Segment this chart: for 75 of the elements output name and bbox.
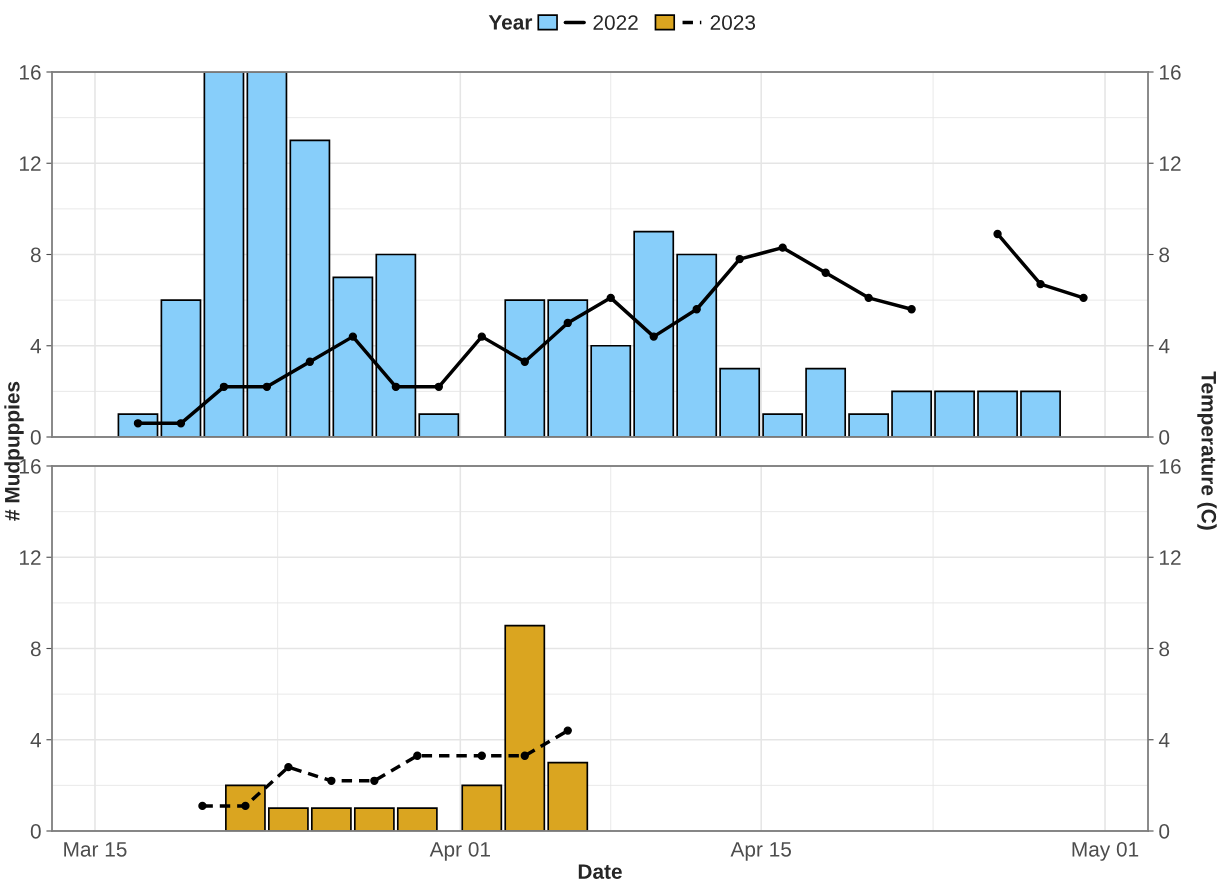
bar [891,390,932,437]
bar [848,413,890,437]
bar [934,390,975,437]
point [864,293,873,303]
bar [805,367,847,437]
x-tick-label: May 01 [1072,841,1139,861]
legend-label: 2022 [593,15,638,30]
bar [396,807,438,831]
point [219,382,229,391]
bar [268,807,309,831]
y2-tick-label: 16 [1160,65,1181,80]
point [262,382,272,391]
point [413,751,422,760]
point [477,332,486,341]
bar [547,761,589,831]
point [1036,279,1045,289]
y2-tick-label: 12 [1160,550,1181,565]
y2-axis-title: Temperature (C) [1197,371,1217,530]
y2-tick-label: 12 [1160,156,1181,171]
point [649,332,658,341]
bar [1020,390,1061,437]
point [1079,293,1088,303]
x-tick-label: Apr 01 [429,841,490,861]
y2-tick-label: 4 [1158,732,1170,748]
point [907,305,916,314]
point [735,254,744,264]
point [993,229,1002,239]
bar [762,413,804,437]
x-tick-label: Mar 15 [64,842,127,857]
point [305,357,315,366]
bar [977,390,1018,437]
point [370,776,379,785]
point [563,318,572,328]
y-tick-label: 8 [30,641,41,657]
point [520,751,529,760]
point [241,801,250,811]
x-axis-title: Date [578,864,622,879]
legend-title: Year [488,15,533,30]
y2-tick-label: 16 [1160,459,1181,474]
bar [310,807,352,831]
bar [418,413,460,437]
point [284,762,293,772]
point [606,293,615,303]
y2-tick-label: 4 [1158,338,1170,354]
y-tick-label: 0 [30,430,41,445]
y-tick-label: 16 [20,65,41,80]
point [327,776,336,785]
point [434,382,443,391]
y-tick-label: 12 [20,156,41,171]
point [821,268,830,277]
bar [719,367,761,437]
point [692,305,701,314]
point [391,382,401,391]
point [563,726,572,735]
point [477,751,486,760]
point [348,332,358,341]
point [133,419,143,428]
y2-tick-label: 8 [1159,247,1170,263]
y2-tick-label: 0 [1159,430,1170,445]
point [176,419,186,428]
y2-tick-label: 8 [1159,641,1170,657]
y-tick-label: 0 [30,824,41,839]
point [198,801,207,811]
point [520,357,529,366]
bar [461,784,503,831]
y-tick-label: 4 [30,338,41,354]
y-tick-label: 12 [20,550,41,565]
y-tick-label: 4 [30,732,41,748]
legend-label: 2023 [710,15,756,30]
point [778,243,787,252]
bar [590,344,632,437]
x-tick-label: Apr 15 [730,842,791,861]
bar [353,807,395,831]
y2-tick-label: 0 [1159,824,1170,839]
y-tick-label: 8 [30,247,41,263]
